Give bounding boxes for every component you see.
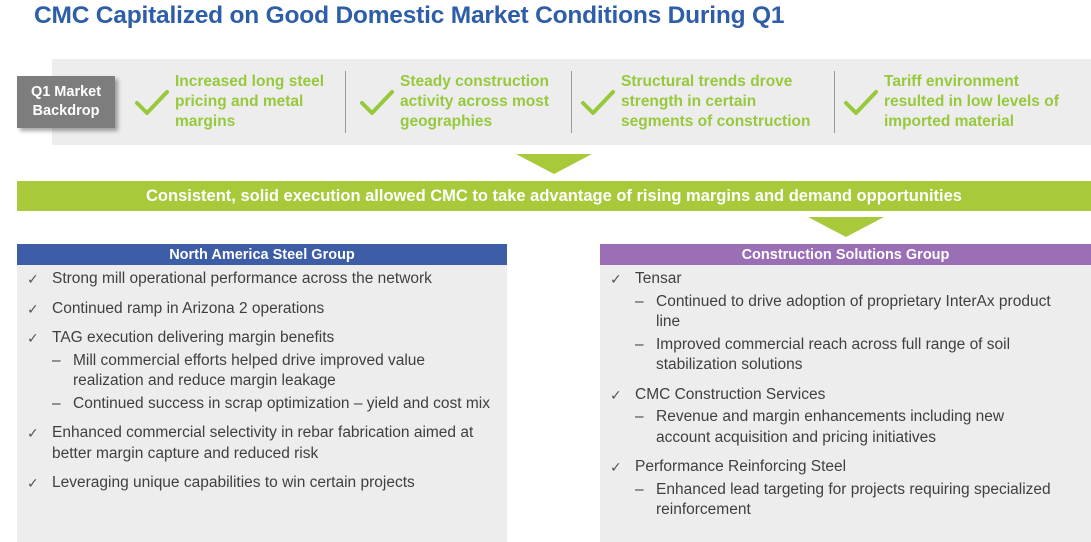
q1-market-backdrop-label: Q1 Market Backdrop — [17, 76, 115, 128]
check-icon — [360, 90, 394, 115]
sub-list-item-text: Mill commercial efforts helped drive imp… — [73, 351, 426, 390]
check-icon — [135, 90, 169, 115]
backdrop-item-text: Increased long steel pricing and metal m… — [175, 73, 325, 130]
sub-list-item: – Continued success in scrap optimization… — [52, 394, 499, 415]
page-title: CMC Capitalized on Good Domestic Market … — [34, 2, 785, 29]
checkmark-bullet-icon: ✓ — [610, 459, 622, 475]
down-arrow-icon — [516, 154, 592, 174]
backdrop-divider — [834, 71, 835, 133]
sub-list: – Continued to drive adoption of propriet… — [635, 292, 1061, 376]
sub-list: – Mill commercial efforts helped drive im… — [52, 351, 499, 415]
list-item: ✓ Tensar – Continued to drive adoption of p… — [600, 269, 1091, 376]
sub-list-item: – Continued to drive adoption of propriet… — [635, 292, 1061, 333]
execution-banner: Consistent, solid execution allowed CMC … — [17, 181, 1091, 211]
north-america-steel-list: ✓ Strong mill operational performance acr… — [17, 265, 507, 494]
list-item-text: CMC Construction Services — [635, 385, 826, 403]
dash-bullet: – — [635, 408, 644, 425]
list-item-text: Strong mill operational performance acro… — [52, 270, 432, 287]
sub-list-item: – Enhanced lead targeting for projects re… — [635, 480, 1061, 521]
dash-bullet: – — [52, 351, 61, 369]
check-icon — [844, 90, 878, 115]
sub-list-item: – Improved commercial reach across full r… — [635, 335, 1061, 376]
list-item-text: Performance Reinforcing Steel — [635, 458, 847, 475]
backdrop-item-text: Tariff environment resulted in low level… — [884, 73, 1059, 130]
backdrop-item: Steady construction activity across most… — [360, 72, 565, 132]
sub-list-item: – Mill commercial efforts helped drive im… — [52, 351, 499, 392]
sub-list-item-text: Continued success in scrap optimization … — [73, 394, 490, 412]
sub-list-item-text: Revenue and margin enhancements includin… — [656, 408, 1005, 446]
list-item: ✓ TAG execution delivering margin benefit… — [17, 328, 507, 414]
backdrop-divider — [345, 71, 346, 133]
sub-list-item-text: Continued to drive adoption of proprieta… — [656, 292, 1051, 331]
check-icon — [581, 90, 615, 115]
checkmark-bullet-icon: ✓ — [610, 271, 622, 287]
list-item: ✓ CMC Construction Services – Revenue and m… — [600, 385, 1091, 449]
dash-bullet: – — [635, 335, 644, 353]
construction-solutions-panel: Construction Solutions Group ✓ Tensar – Con… — [600, 244, 1091, 542]
sub-list: – Enhanced lead targeting for projects re… — [635, 480, 1061, 521]
checkmark-bullet-icon: ✓ — [27, 425, 39, 441]
backdrop-divider — [571, 71, 572, 133]
backdrop-item-text: Structural trends drove strength in cert… — [621, 73, 811, 130]
list-item-text: Leveraging unique capabilities to win ce… — [52, 474, 415, 491]
construction-solutions-header: Construction Solutions Group — [600, 244, 1091, 265]
sub-list-item: – Revenue and margin enhancements includi… — [635, 407, 1061, 448]
list-item-text: Continued ramp in Arizona 2 operations — [52, 299, 325, 317]
list-item: ✓ Enhanced commercial selectivity in reba… — [17, 423, 507, 464]
list-item-text: Enhanced commercial selectivity in rebar… — [52, 424, 474, 462]
list-item: ✓ Strong mill operational performance acr… — [17, 269, 507, 290]
down-arrow-icon — [808, 217, 884, 237]
backdrop-item: Increased long steel pricing and metal m… — [135, 72, 335, 132]
checkmark-bullet-icon: ✓ — [27, 330, 39, 346]
list-item-text: Tensar — [635, 270, 682, 287]
sub-list-item-text: Enhanced lead targeting for projects req… — [656, 480, 1051, 519]
north-america-steel-header: North America Steel Group — [17, 244, 507, 265]
list-item: ✓ Leveraging unique capabilities to win c… — [17, 473, 507, 494]
list-item: ✓ Performance Reinforcing Steel – Enhanced … — [600, 457, 1091, 521]
sub-list-item-text: Improved commercial reach across full ra… — [656, 335, 1011, 374]
north-america-steel-panel: North America Steel Group ✓ Strong mill o… — [17, 244, 507, 542]
backdrop-item: Tariff environment resulted in low level… — [844, 72, 1074, 132]
list-item: ✓ Continued ramp in Arizona 2 operations — [17, 299, 507, 320]
dash-bullet: – — [635, 480, 644, 498]
dash-bullet: – — [635, 292, 644, 310]
sub-list: – Revenue and margin enhancements includi… — [635, 407, 1061, 448]
dash-bullet: – — [52, 394, 61, 412]
backdrop-item: Structural trends drove strength in cert… — [581, 72, 821, 132]
list-item-text: TAG execution delivering margin benefits — [52, 329, 335, 346]
checkmark-bullet-icon: ✓ — [27, 475, 39, 491]
checkmark-bullet-icon: ✓ — [27, 300, 39, 317]
checkmark-bullet-icon: ✓ — [610, 386, 622, 403]
checkmark-bullet-icon: ✓ — [27, 271, 39, 287]
construction-solutions-list: ✓ Tensar – Continued to drive adoption of p… — [600, 265, 1091, 521]
backdrop-item-text: Steady construction activity across most… — [400, 73, 550, 130]
